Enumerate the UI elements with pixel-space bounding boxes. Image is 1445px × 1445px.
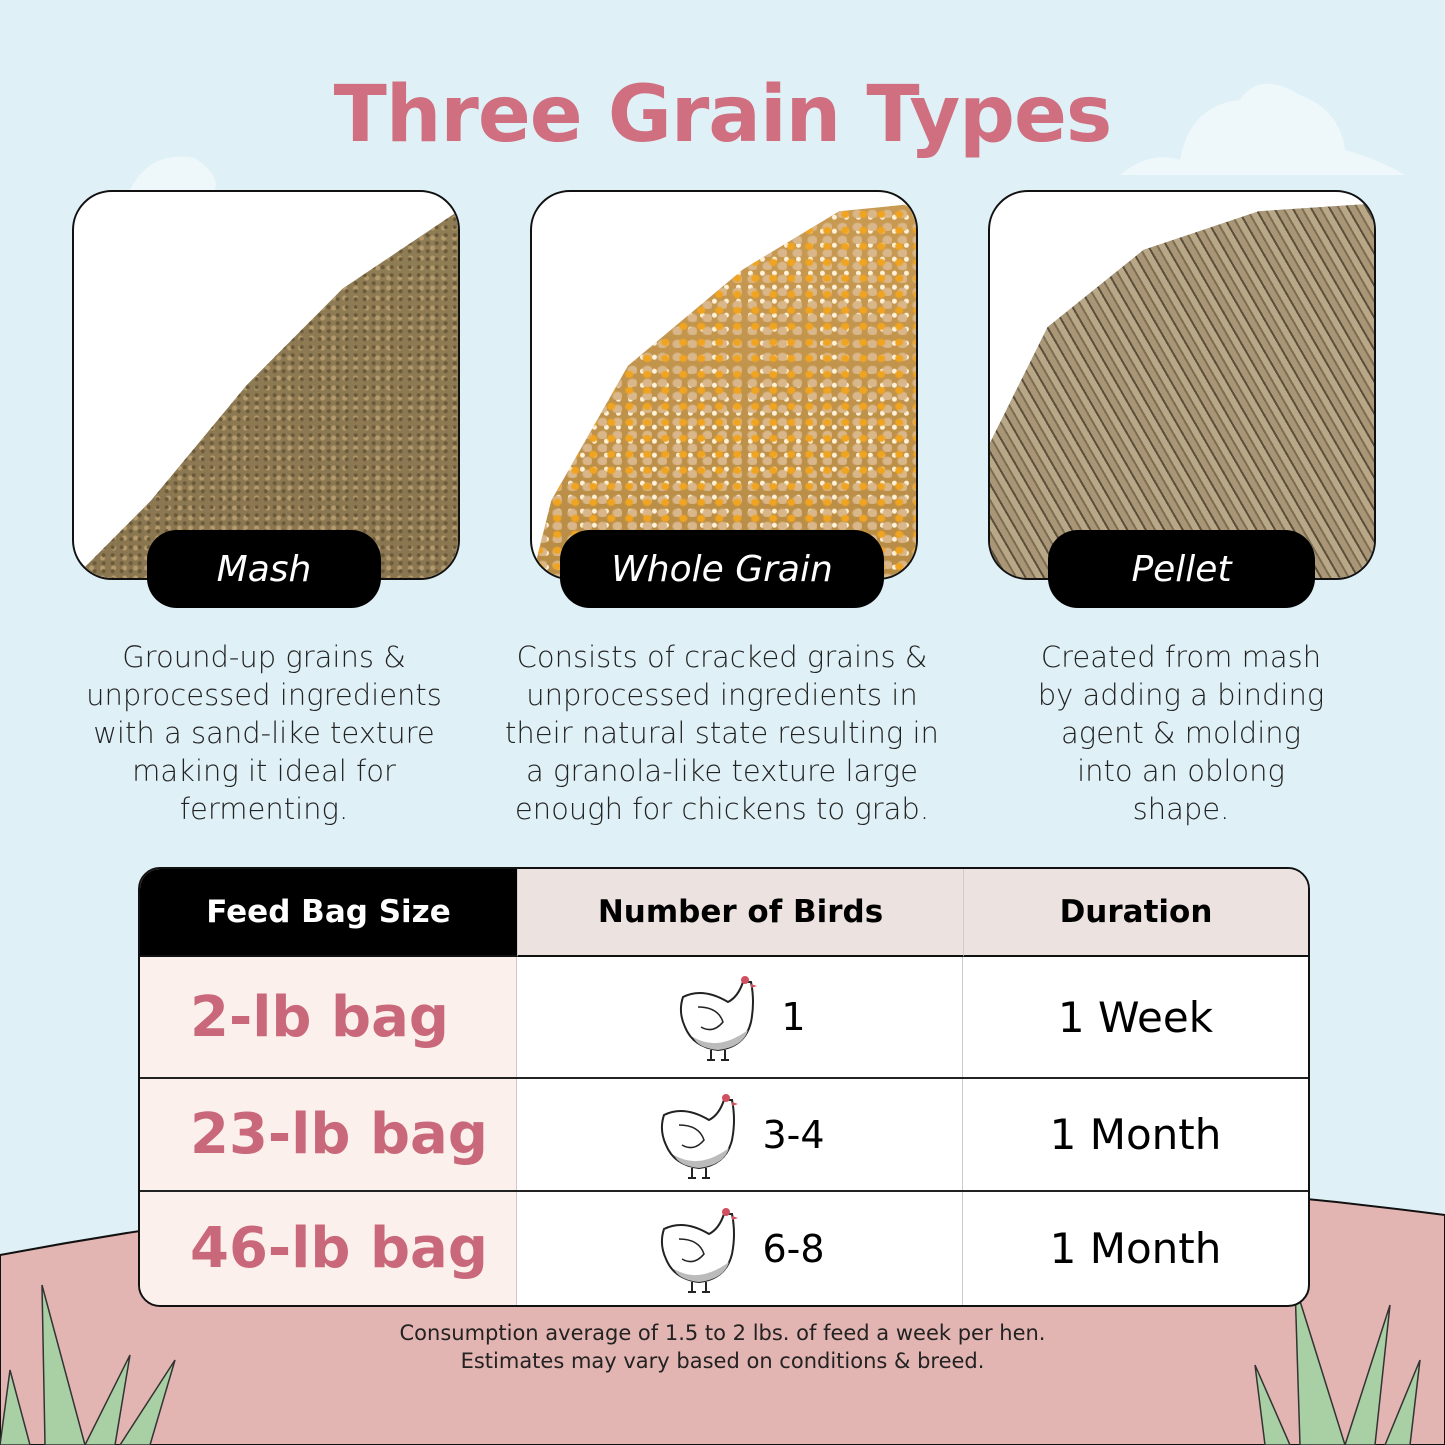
footnote-line-1: Consumption average of 1.5 to 2 lbs. of … bbox=[399, 1321, 1046, 1345]
table-row: 46-lb bag 6-8 1 Month bbox=[140, 1192, 1308, 1305]
header-duration: Duration bbox=[963, 869, 1308, 957]
cloud-icon bbox=[1120, 83, 1405, 175]
grass-left-icon bbox=[0, 1284, 176, 1445]
duration: 1 Month bbox=[1049, 1110, 1222, 1159]
bag-size: 2-lb bag bbox=[140, 957, 517, 1077]
birds-cell: 1 bbox=[517, 957, 963, 1077]
header-number-of-birds: Number of Birds bbox=[517, 869, 963, 957]
mash-description: Ground-up grains & unprocessed ingredient… bbox=[86, 640, 442, 826]
whole-grain-description: Consists of cracked grains & unprocessed … bbox=[505, 640, 939, 826]
feed-table: Feed Bag Size Number of Birds Duration 2… bbox=[138, 867, 1310, 1307]
birds-cell: 3-4 bbox=[517, 1079, 963, 1190]
bag-size: 23-lb bag bbox=[140, 1079, 517, 1190]
mash-label: Mash bbox=[147, 530, 381, 608]
table-row: 23-lb bag 3-4 1 Month bbox=[140, 1079, 1308, 1192]
chicken-icon bbox=[661, 1206, 740, 1293]
grass-right-icon bbox=[1254, 1284, 1421, 1445]
chicken-icon bbox=[680, 975, 759, 1061]
birds-count: 1 bbox=[781, 995, 806, 1039]
footnote-line-2: Estimates may vary based on conditions &… bbox=[460, 1349, 985, 1373]
chicken-icon bbox=[661, 1092, 740, 1179]
birds-cell: 6-8 bbox=[517, 1192, 963, 1305]
pellet-image bbox=[988, 190, 1376, 580]
birds-count: 3-4 bbox=[762, 1112, 825, 1157]
cloud-icon bbox=[130, 156, 216, 190]
mash-image bbox=[72, 190, 460, 580]
pellet-label: Pellet bbox=[1048, 530, 1315, 608]
pellet-description: Created from mash by adding a binding agen… bbox=[1037, 640, 1325, 826]
whole-grain-label: Whole Grain bbox=[560, 530, 884, 608]
table-row: 2-lb bag 1 1 Week bbox=[140, 957, 1308, 1079]
bag-size: 46-lb bag bbox=[140, 1192, 517, 1305]
duration: 1 Week bbox=[1057, 992, 1214, 1042]
birds-count: 6-8 bbox=[762, 1226, 825, 1271]
header-feed-bag-size: Feed Bag Size bbox=[140, 869, 517, 957]
duration: 1 Month bbox=[1049, 1224, 1222, 1273]
whole-grain-image bbox=[530, 190, 918, 580]
page-title: Three Grain Types bbox=[333, 70, 1113, 160]
